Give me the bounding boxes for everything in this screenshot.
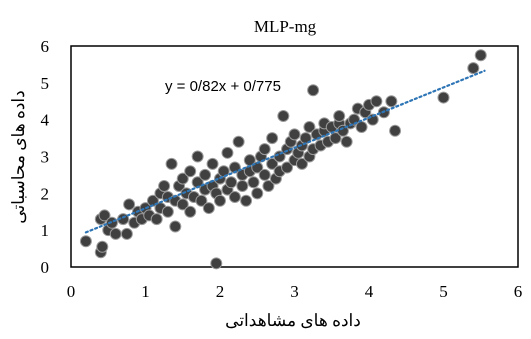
data-point — [191, 150, 204, 163]
data-point — [389, 124, 402, 137]
data-point — [355, 121, 368, 134]
data-point — [109, 227, 122, 240]
y-tick-label: 3 — [41, 148, 50, 167]
data-point — [340, 135, 353, 148]
data-point — [370, 95, 383, 108]
plot-area-frame — [70, 45, 519, 268]
x-axis-ticks: 0 1 2 3 4 5 6 — [67, 282, 523, 301]
data-point — [307, 84, 320, 97]
data-point — [120, 227, 133, 240]
x-tick-label: 6 — [514, 282, 523, 301]
data-point — [150, 213, 163, 226]
data-point — [266, 157, 279, 170]
data-point — [123, 198, 136, 211]
data-point — [277, 109, 290, 122]
data-point — [165, 157, 178, 170]
data-point — [258, 143, 271, 156]
data-point — [329, 132, 342, 145]
data-point — [217, 165, 230, 178]
y-tick-label: 5 — [41, 74, 50, 93]
data-point — [158, 179, 171, 192]
data-point — [199, 168, 212, 181]
data-point — [228, 191, 241, 204]
x-tick-label: 4 — [365, 282, 374, 301]
y-tick-label: 6 — [41, 37, 50, 56]
y-tick-label: 1 — [41, 221, 50, 240]
x-axis-title: داده های مشاهداتی — [225, 311, 361, 330]
data-point — [195, 194, 208, 207]
data-point — [262, 179, 275, 192]
data-point — [232, 135, 245, 148]
y-axis-title: داده های محاسباتی — [9, 90, 28, 223]
data-point — [385, 95, 398, 108]
data-point — [176, 172, 189, 185]
data-point — [258, 168, 271, 181]
data-point — [184, 165, 197, 178]
data-point — [251, 187, 264, 200]
data-point — [79, 235, 92, 248]
y-tick-label: 2 — [41, 184, 50, 203]
data-point — [214, 194, 226, 207]
x-tick-label: 1 — [141, 282, 150, 301]
y-tick-label: 0 — [41, 258, 50, 277]
x-tick-label: 3 — [290, 282, 299, 301]
data-point — [96, 240, 109, 253]
data-point — [184, 205, 197, 218]
data-points — [79, 49, 487, 270]
data-point — [210, 257, 223, 270]
data-point — [281, 161, 294, 174]
data-point — [437, 91, 450, 104]
data-point — [266, 132, 279, 145]
data-point — [98, 209, 111, 222]
data-point — [161, 205, 174, 218]
y-axis-ticks: 0 1 2 3 4 5 6 — [41, 37, 50, 277]
data-point — [467, 62, 480, 75]
data-point — [240, 194, 253, 207]
data-point — [225, 176, 238, 189]
x-tick-label: 0 — [67, 282, 76, 301]
data-point — [247, 176, 260, 189]
trendline — [84, 69, 486, 234]
chart-title: MLP-mg — [254, 17, 317, 36]
data-point — [169, 220, 182, 233]
data-point — [236, 179, 249, 192]
x-tick-label: 2 — [216, 282, 225, 301]
data-point — [295, 157, 308, 170]
data-point — [202, 202, 215, 215]
data-point — [474, 49, 487, 62]
data-point — [288, 128, 301, 141]
data-point — [206, 157, 219, 170]
data-point — [221, 146, 234, 159]
data-point — [333, 109, 346, 122]
data-point — [176, 198, 189, 211]
y-tick-label: 4 — [41, 111, 50, 130]
trendline-equation: y = 0/82x + 0/775 — [165, 78, 281, 95]
x-tick-label: 5 — [439, 282, 448, 301]
data-point — [303, 121, 316, 134]
